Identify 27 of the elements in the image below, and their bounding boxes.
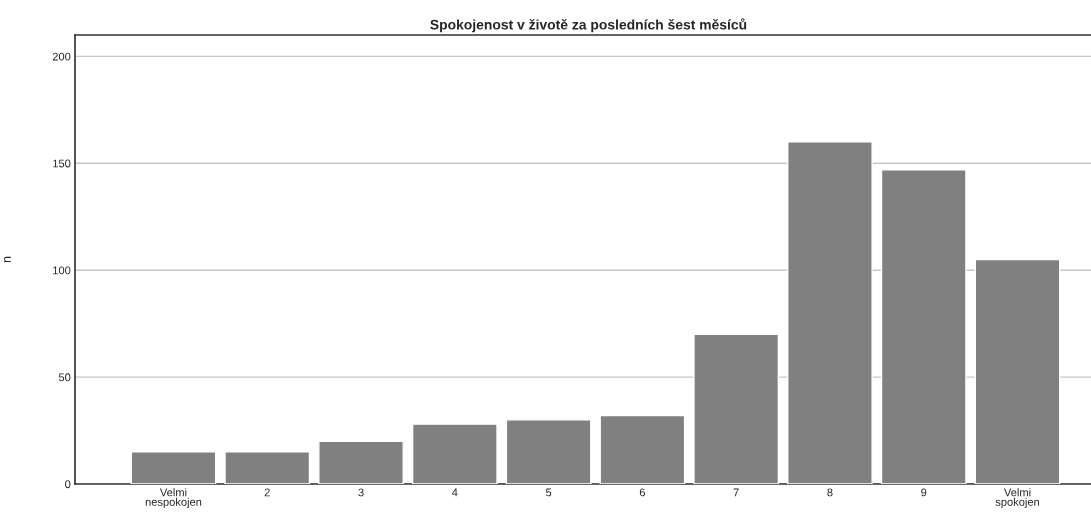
bar bbox=[880, 169, 967, 484]
y-axis-title: n bbox=[4, 256, 11, 263]
y-tick-label: 200 bbox=[52, 52, 71, 61]
x-tick-label: Velmi spokojen bbox=[995, 488, 1040, 509]
bar bbox=[224, 451, 311, 484]
bar bbox=[693, 333, 780, 484]
bar bbox=[599, 414, 686, 484]
bar bbox=[318, 440, 404, 484]
bar bbox=[130, 451, 217, 484]
x-tick-label: 8 bbox=[827, 488, 833, 497]
y-tick-label: 100 bbox=[53, 266, 71, 275]
x-tick-label: 4 bbox=[451, 488, 458, 497]
x-tick-label: 6 bbox=[639, 488, 645, 497]
x-tick-label: 9 bbox=[921, 488, 927, 497]
x-tick-label: 3 bbox=[358, 488, 364, 497]
bar bbox=[411, 423, 498, 484]
bar bbox=[787, 141, 873, 484]
chart-title: Spokojenost v životě za posledních šest měsíců bbox=[430, 18, 747, 33]
x-tick-label: Velmi nespokojen bbox=[145, 488, 202, 509]
x-tick-label: 5 bbox=[545, 488, 552, 497]
bar bbox=[974, 258, 1061, 484]
x-tick-label: 2 bbox=[264, 488, 270, 497]
y-tick-label: 0 bbox=[65, 480, 71, 489]
x-tick-label: 7 bbox=[733, 488, 739, 497]
y-tick-label: 150 bbox=[53, 159, 71, 168]
bar bbox=[505, 419, 592, 484]
y-tick-label: 50 bbox=[58, 373, 71, 382]
